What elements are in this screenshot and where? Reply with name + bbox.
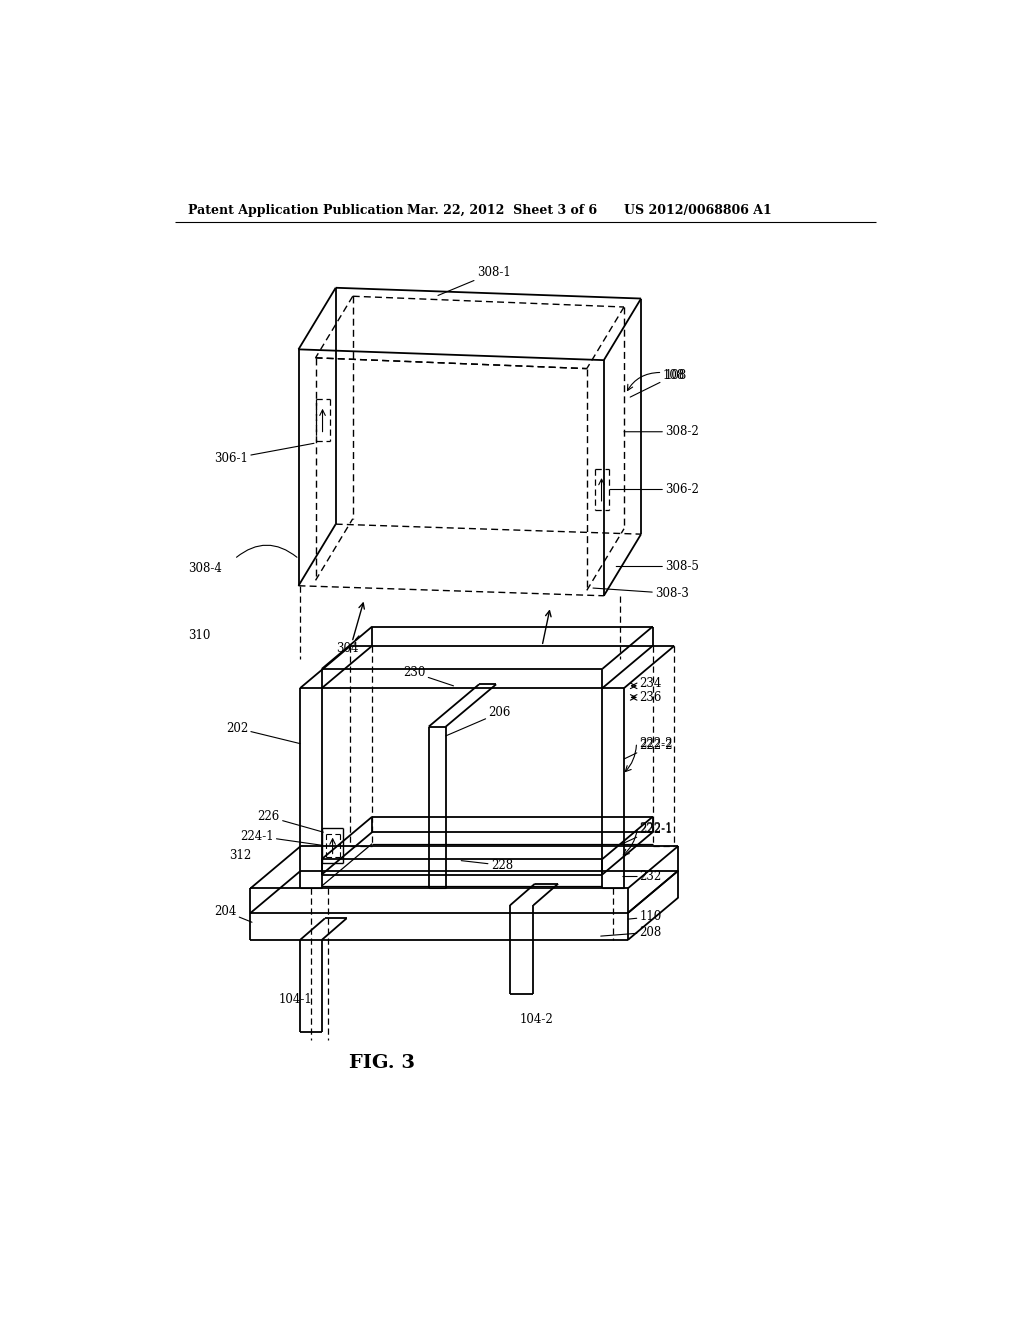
Text: 224-1: 224-1 — [240, 829, 322, 845]
Text: 306-2: 306-2 — [610, 483, 699, 496]
Text: 222-1: 222-1 — [623, 822, 673, 843]
Text: 104-1: 104-1 — [280, 993, 313, 1006]
Text: 226: 226 — [258, 810, 324, 832]
Text: 222-1: 222-1 — [640, 824, 673, 837]
Text: 222-2: 222-2 — [624, 737, 673, 759]
Text: 308-2: 308-2 — [624, 425, 698, 438]
Text: 310: 310 — [188, 630, 211, 643]
Text: 308-5: 308-5 — [616, 560, 699, 573]
Text: 234: 234 — [640, 677, 662, 690]
Text: 304: 304 — [336, 636, 359, 656]
Text: 208: 208 — [601, 925, 662, 939]
Text: 104-2: 104-2 — [519, 1012, 553, 1026]
Text: 228: 228 — [461, 859, 513, 871]
Text: 108: 108 — [630, 370, 685, 397]
Text: 308-1: 308-1 — [438, 265, 511, 296]
Text: US 2012/0068806 A1: US 2012/0068806 A1 — [624, 205, 772, 218]
Text: 206: 206 — [445, 706, 511, 737]
Text: 110: 110 — [628, 911, 662, 924]
Text: FIG. 3: FIG. 3 — [349, 1055, 415, 1072]
Text: 230: 230 — [403, 667, 454, 686]
Text: 306-1: 306-1 — [214, 444, 314, 465]
Text: 232: 232 — [640, 870, 662, 883]
Text: 308-4: 308-4 — [188, 561, 222, 574]
Text: 202: 202 — [226, 722, 300, 743]
Text: 308-3: 308-3 — [593, 587, 689, 601]
Text: 236: 236 — [640, 690, 662, 704]
Text: Mar. 22, 2012  Sheet 3 of 6: Mar. 22, 2012 Sheet 3 of 6 — [407, 205, 597, 218]
Text: 222-2: 222-2 — [640, 739, 673, 751]
Text: 312: 312 — [228, 849, 251, 862]
Text: 108: 108 — [665, 370, 687, 381]
Text: Patent Application Publication: Patent Application Publication — [188, 205, 403, 218]
Text: 204: 204 — [214, 906, 252, 923]
